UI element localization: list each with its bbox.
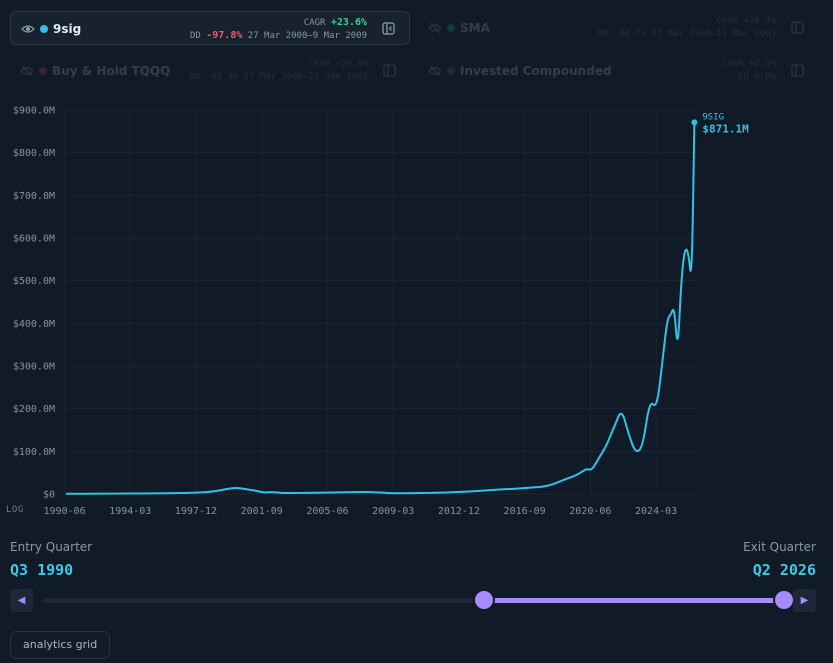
series-color-dot [447, 67, 455, 75]
dd-label: DD [189, 72, 201, 82]
cagr-value: +20.8% [335, 59, 368, 69]
y-tick-label: $300.0M [13, 362, 55, 373]
dd-value: 0.0% [754, 72, 776, 82]
series-color-dot [40, 25, 48, 33]
eye-icon[interactable] [21, 22, 35, 36]
prev-quarter-button[interactable]: ◀ [10, 589, 33, 612]
analytics-grid-button[interactable]: analytics grid [10, 631, 111, 659]
eye-off-icon[interactable] [428, 64, 442, 78]
next-quarter-button[interactable]: ▶ [793, 589, 816, 612]
dd-value: -99.9% [205, 72, 238, 82]
log-scale-toggle[interactable]: LOG [6, 505, 24, 515]
series-line-9sig [65, 122, 696, 495]
panel-toggle-icon[interactable] [382, 22, 395, 35]
y-tick-label: $100.0M [13, 447, 55, 458]
x-tick-label: 2024-03 [635, 506, 677, 517]
x-tick-label: 2012-12 [438, 506, 480, 517]
legend-card-invested-compounded[interactable]: Invested Compounded CAGR +4.1% DD 0.0% [418, 54, 818, 88]
dd-label: DD [189, 31, 201, 41]
panel-toggle-icon[interactable] [791, 21, 804, 34]
series-end-point [691, 119, 698, 126]
series-color-dot [447, 24, 455, 32]
cagr-value: +4.1% [748, 59, 776, 69]
x-tick-label: 2001-09 [241, 506, 283, 517]
dd-label: DD [597, 29, 609, 39]
legend-card-9sig[interactable]: 9sig CAGR +23.6% DD -97.8% 27 Mar 2000–9… [10, 11, 410, 45]
dd-range: 27 Mar 2000–9 Mar 2009 [247, 31, 367, 41]
x-tick-label: 2020-06 [569, 506, 611, 517]
dd-value: -97.8% [206, 30, 243, 41]
series-name: SMA [460, 21, 490, 35]
series-name: Invested Compounded [460, 64, 612, 78]
dd-label: DD [738, 72, 749, 82]
equity-line-chart[interactable]: $0 $100.0M $200.0M $300.0M $400.0M $500.0M $60… [0, 100, 833, 520]
x-tick-label: 2016-09 [504, 506, 546, 517]
y-tick-label: $900.0M [13, 106, 55, 117]
series-name: Buy & Hold TQQQ [52, 64, 171, 78]
series-end-name: 9SIG [702, 112, 724, 122]
cagr-label: CAGR [721, 59, 744, 69]
x-tick-label: 2009-03 [372, 506, 414, 517]
range-start-handle[interactable] [475, 591, 494, 609]
range-end-handle[interactable] [775, 591, 793, 609]
panel-toggle-icon[interactable] [791, 64, 804, 77]
range-slider-fill [484, 598, 784, 603]
series-color-dot [39, 67, 47, 75]
x-tick-label: 2005-06 [306, 506, 348, 517]
eye-off-icon[interactable] [20, 64, 34, 78]
dd-value: -86.7% [613, 29, 646, 39]
y-tick-label: $700.0M [13, 191, 55, 202]
dd-range: 27 Mar 2000–23 Jan 2002 [243, 72, 368, 82]
x-tick-label: 1994-03 [109, 506, 151, 517]
cagr-value: +23.6% [330, 17, 367, 28]
exit-quarter-value: Q2 2026 [752, 561, 816, 579]
x-tick-label: 1997-12 [175, 506, 217, 517]
dd-range: 27 Mar 2000–11 Mar 2003 [651, 29, 776, 39]
legend-card-sma[interactable]: SMA CAGR +26.3% DD -86.7% 27 Mar 2000–11… [418, 11, 818, 45]
y-tick-label: $400.0M [13, 319, 55, 330]
cagr-label: CAGR [308, 59, 331, 69]
entry-quarter-label: Entry Quarter [10, 540, 93, 554]
y-tick-label: $0 [43, 490, 55, 501]
series-name: 9sig [53, 22, 82, 36]
eye-off-icon[interactable] [428, 21, 442, 35]
cagr-label: CAGR [303, 18, 326, 28]
entry-quarter-value: Q3 1990 [10, 561, 74, 579]
y-tick-label: $800.0M [13, 148, 55, 159]
panel-toggle-icon[interactable] [383, 64, 396, 77]
legend-card-buy-hold-tqqq[interactable]: Buy & Hold TQQQ CAGR +20.8% DD -99.9% 27… [10, 54, 410, 88]
cagr-value: +26.3% [743, 16, 776, 26]
y-tick-label: $500.0M [13, 276, 55, 287]
series-end-value: $871.1M [702, 122, 749, 135]
range-slider-track[interactable] [43, 598, 791, 603]
y-tick-label: $200.0M [13, 404, 55, 415]
cagr-label: CAGR [716, 16, 739, 26]
x-tick-label: 1990-06 [43, 506, 85, 517]
y-tick-label: $600.0M [13, 234, 55, 245]
exit-quarter-label: Exit Quarter [743, 540, 816, 554]
